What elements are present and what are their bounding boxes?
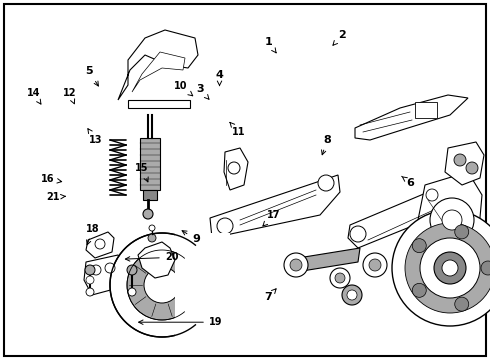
Text: 13: 13: [88, 129, 102, 145]
Circle shape: [91, 265, 101, 275]
Text: 3: 3: [196, 84, 209, 99]
Circle shape: [95, 239, 105, 249]
Circle shape: [284, 253, 308, 277]
Polygon shape: [445, 142, 484, 185]
Circle shape: [420, 238, 480, 298]
Circle shape: [85, 265, 95, 275]
Text: 8: 8: [321, 135, 331, 155]
Circle shape: [86, 276, 94, 284]
Text: 6: 6: [402, 176, 415, 188]
Circle shape: [442, 260, 458, 276]
Circle shape: [110, 233, 214, 337]
Circle shape: [127, 265, 137, 275]
Circle shape: [350, 226, 366, 242]
Circle shape: [455, 225, 469, 239]
Text: 2: 2: [333, 30, 346, 45]
Circle shape: [143, 209, 153, 219]
Text: 10: 10: [173, 81, 193, 96]
Bar: [415, 102, 437, 118]
Text: 19: 19: [139, 317, 222, 327]
Circle shape: [105, 263, 115, 273]
Circle shape: [335, 273, 345, 283]
Polygon shape: [418, 172, 482, 275]
Polygon shape: [128, 100, 190, 108]
Circle shape: [405, 223, 490, 313]
Circle shape: [217, 218, 233, 234]
Text: 16: 16: [41, 174, 62, 184]
Polygon shape: [140, 138, 160, 190]
Polygon shape: [138, 242, 175, 278]
Text: 21: 21: [46, 192, 66, 202]
Circle shape: [466, 162, 478, 174]
Circle shape: [228, 162, 240, 174]
Circle shape: [369, 259, 381, 271]
Circle shape: [412, 239, 426, 253]
Text: 5: 5: [85, 66, 98, 86]
Circle shape: [442, 210, 462, 230]
Circle shape: [330, 268, 350, 288]
Circle shape: [127, 250, 197, 320]
Polygon shape: [348, 185, 448, 248]
Circle shape: [347, 290, 357, 300]
Text: 7: 7: [265, 289, 276, 302]
Polygon shape: [118, 30, 198, 100]
Text: 20: 20: [125, 252, 178, 262]
Text: 17: 17: [263, 210, 280, 226]
Circle shape: [481, 261, 490, 275]
Polygon shape: [296, 248, 360, 272]
Polygon shape: [210, 175, 340, 238]
Polygon shape: [143, 190, 157, 200]
Circle shape: [290, 259, 302, 271]
Circle shape: [426, 189, 438, 201]
Circle shape: [430, 198, 474, 242]
Circle shape: [454, 154, 466, 166]
Text: 1: 1: [265, 37, 276, 53]
Circle shape: [434, 252, 466, 284]
Circle shape: [149, 225, 155, 231]
Text: 18: 18: [86, 224, 100, 245]
Polygon shape: [84, 255, 124, 295]
Polygon shape: [132, 52, 185, 92]
Circle shape: [86, 288, 94, 296]
Text: 4: 4: [216, 70, 223, 86]
Polygon shape: [86, 232, 114, 258]
Circle shape: [462, 249, 474, 261]
Polygon shape: [224, 148, 248, 190]
Text: 15: 15: [135, 163, 149, 182]
Text: 9: 9: [182, 231, 200, 244]
Text: 11: 11: [230, 122, 246, 138]
Circle shape: [144, 267, 180, 303]
Circle shape: [412, 283, 426, 297]
Circle shape: [392, 210, 490, 326]
Circle shape: [363, 253, 387, 277]
Polygon shape: [355, 95, 468, 140]
Circle shape: [148, 234, 156, 242]
Circle shape: [342, 285, 362, 305]
Text: 14: 14: [26, 88, 41, 104]
Circle shape: [128, 288, 136, 296]
Circle shape: [318, 175, 334, 191]
Polygon shape: [175, 233, 230, 338]
Text: 12: 12: [63, 88, 76, 104]
Circle shape: [455, 297, 469, 311]
